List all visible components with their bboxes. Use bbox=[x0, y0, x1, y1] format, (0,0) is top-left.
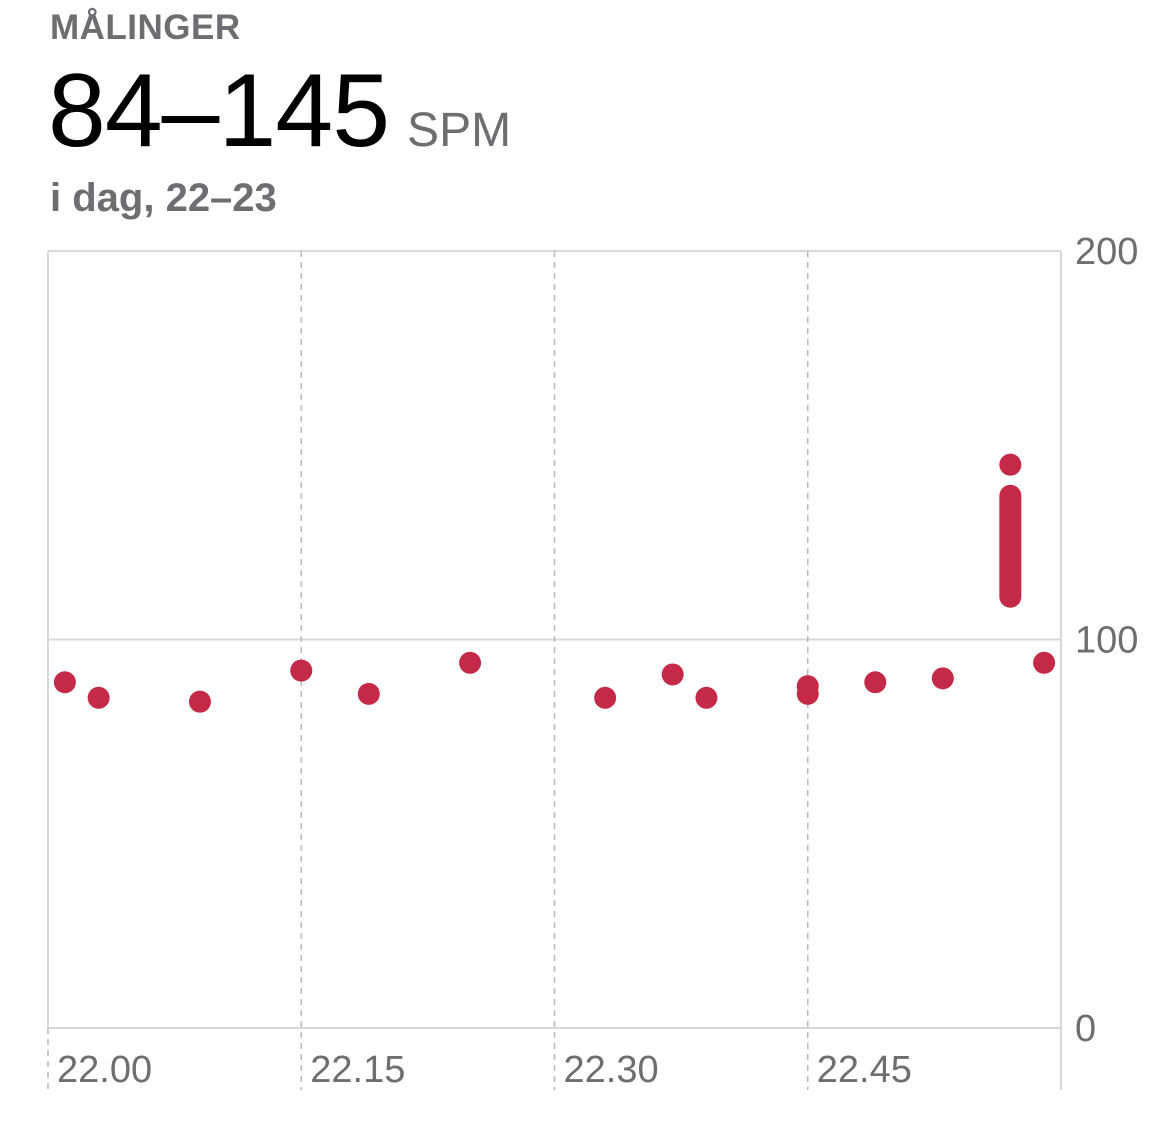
x-tick-label: 22.15 bbox=[310, 1049, 405, 1091]
data-point bbox=[1033, 651, 1056, 674]
y-tick-label: 200 bbox=[1075, 231, 1138, 273]
heart-rate-range-value: 84–145 bbox=[48, 53, 390, 169]
data-point bbox=[188, 690, 211, 713]
data-point bbox=[695, 686, 718, 709]
x-axis-labels: 22.00 22.15 22.30 22.45 bbox=[57, 1049, 912, 1091]
y-tick-label: 100 bbox=[1075, 620, 1138, 662]
data-point bbox=[661, 663, 684, 686]
data-points bbox=[53, 453, 1056, 713]
chart-grid bbox=[47, 250, 1062, 1090]
data-point bbox=[999, 453, 1022, 476]
data-point bbox=[459, 651, 482, 674]
data-point bbox=[864, 671, 887, 694]
data-point bbox=[796, 682, 819, 705]
value-row: 84–145 SPM bbox=[48, 52, 511, 171]
measurements-label: MÅLINGER bbox=[50, 8, 241, 47]
data-point bbox=[931, 667, 954, 690]
y-axis-labels: 200 100 0 bbox=[1075, 231, 1138, 1050]
data-point bbox=[290, 659, 313, 682]
x-tick-label: 22.45 bbox=[817, 1049, 912, 1091]
x-tick-label: 22.00 bbox=[57, 1049, 152, 1091]
data-point bbox=[87, 686, 110, 709]
data-point bbox=[53, 671, 76, 694]
y-tick-label: 0 bbox=[1075, 1008, 1096, 1050]
data-point bbox=[594, 686, 617, 709]
x-tick-label: 22.30 bbox=[564, 1049, 659, 1091]
unit-label: SPM bbox=[407, 104, 512, 157]
data-point bbox=[357, 682, 380, 705]
date-range-label: i dag, 22–23 bbox=[50, 176, 277, 220]
